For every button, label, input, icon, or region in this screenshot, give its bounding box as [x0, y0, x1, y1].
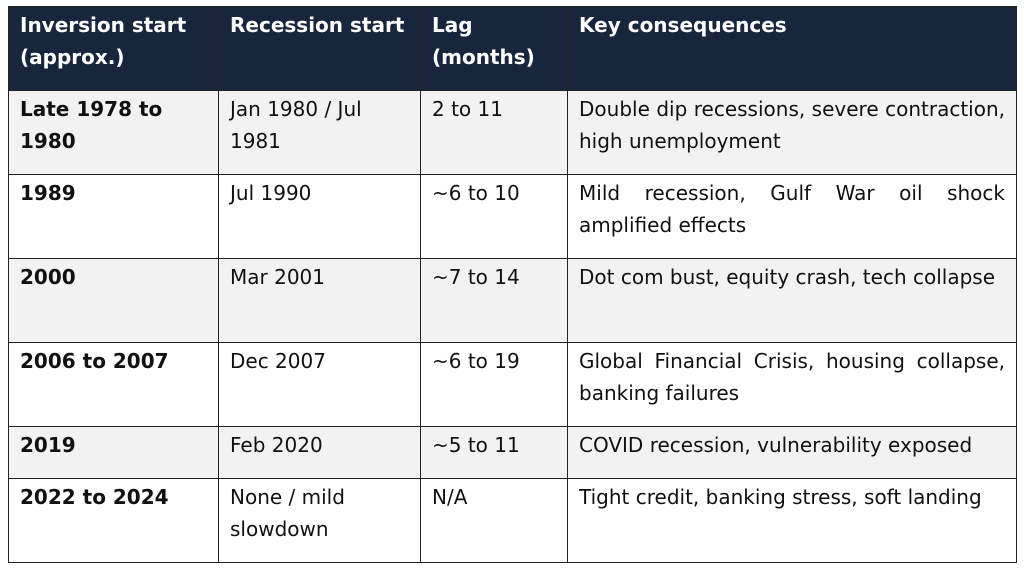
- header-row: Inversion start (approx.) Recession start…: [8, 6, 1017, 91]
- table-cell: Feb 2020: [218, 426, 421, 479]
- table-row: 1989 Jul 1990 ~6 to 10 Mild recession, Gulf…: [8, 174, 1017, 259]
- table-row: 2000 Mar 2001 ~7 to 14 Dot com bust, equity…: [8, 258, 1017, 343]
- table-cell: 2000: [8, 258, 219, 343]
- column-header: Recession start: [218, 6, 421, 91]
- table-cell: N/A: [420, 478, 568, 563]
- table-cell: 2019: [8, 426, 219, 479]
- table-cell: Dot com bust, equity crash, tech collaps…: [567, 258, 1017, 343]
- table-row: 2019 Feb 2020 ~5 to 11 COVID recession, vul…: [8, 426, 1017, 479]
- table-cell: 2006 to 2007: [8, 342, 219, 427]
- column-header: Inversion start (approx.): [8, 6, 219, 91]
- table-cell: Tight credit, banking stress, soft landi…: [567, 478, 1017, 563]
- table-cell: Global Financial Crisis, housing collaps…: [567, 342, 1017, 427]
- table-cell: Jul 1990: [218, 174, 421, 259]
- table-cell: Jan 1980 / Jul 1981: [218, 90, 421, 175]
- table-cell: Mild recession, Gulf War oil shock ampli…: [567, 174, 1017, 259]
- table-cell: Double dip recessions, severe contractio…: [567, 90, 1017, 175]
- table-row: Late 1978 to 1980 Jan 1980 / Jul 1981 2 to…: [8, 90, 1017, 175]
- table-cell: 2 to 11: [420, 90, 568, 175]
- table-cell: None / mild slowdown: [218, 478, 421, 563]
- recession-table: Inversion start (approx.) Recession start…: [8, 6, 1017, 563]
- table-cell: Late 1978 to 1980: [8, 90, 219, 175]
- table-cell: ~7 to 14: [420, 258, 568, 343]
- table-cell: COVID recession, vulnerability exposed: [567, 426, 1017, 479]
- table-cell: ~6 to 10: [420, 174, 568, 259]
- column-header: Lag (months): [420, 6, 568, 91]
- table-cell: Mar 2001: [218, 258, 421, 343]
- column-header: Key consequences: [567, 6, 1017, 91]
- table-cell: ~6 to 19: [420, 342, 568, 427]
- table-row: 2006 to 2007 Dec 2007 ~6 to 19 Global Finan…: [8, 342, 1017, 427]
- table-row: 2022 to 2024 None / mild slowdown N/A Tight…: [8, 478, 1017, 563]
- table-body: Late 1978 to 1980 Jan 1980 / Jul 1981 2 to…: [8, 90, 1017, 563]
- table-cell: Dec 2007: [218, 342, 421, 427]
- table-cell: 2022 to 2024: [8, 478, 219, 563]
- table-cell: 1989: [8, 174, 219, 259]
- table-cell: ~5 to 11: [420, 426, 568, 479]
